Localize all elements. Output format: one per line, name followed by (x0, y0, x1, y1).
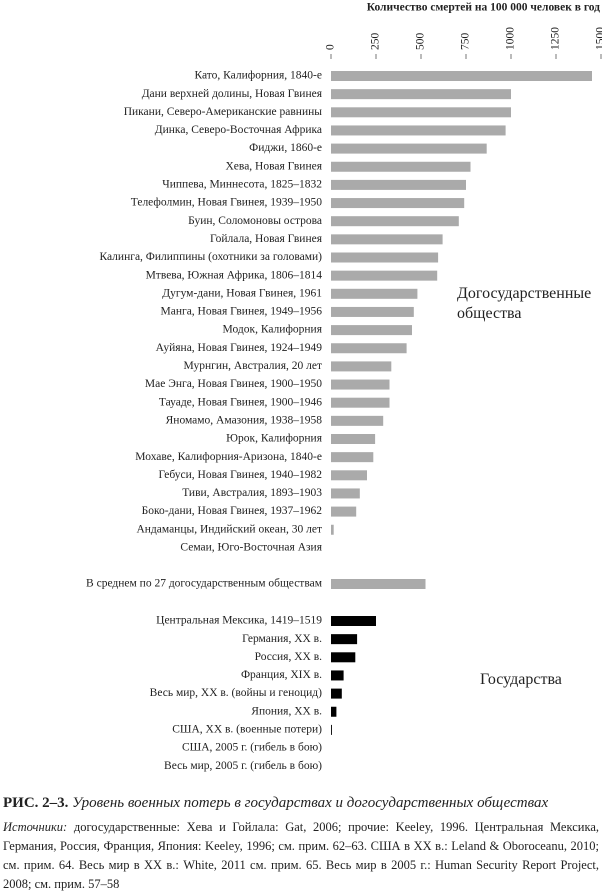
y-tick-label: Тауаде, Новая Гвинея, 1900–1946 (159, 396, 322, 408)
y-tick-label: Като, Калифорния, 1840-е (194, 70, 322, 82)
bar (331, 452, 374, 463)
bar (331, 343, 407, 354)
y-tick-label: Гебуси, Новая Гвинея, 1940–1982 (159, 469, 323, 481)
bar (331, 397, 390, 408)
y-tick-label: Центральная Мексика, 1419–1519 (156, 615, 322, 627)
y-tick-label: Германия, XX в. (242, 633, 322, 645)
bar (331, 688, 342, 699)
y-tick-label: В среднем по 27 догосударственным общест… (86, 578, 323, 590)
annotation: Государства (480, 671, 562, 688)
x-tick-label: 1250 (550, 27, 562, 50)
y-tick-label: Пикани, Северо-Американские равнины (124, 106, 323, 118)
y-tick-label: Боко-дани, Новая Гвинея, 1937–1962 (142, 505, 323, 517)
bar (331, 270, 438, 281)
y-tick-label: Япония, XX в. (251, 705, 322, 717)
bar (331, 325, 412, 336)
y-tick-label: Семаи, Юго-Восточная Азия (180, 542, 322, 554)
y-tick-label: Россия, XX в. (255, 651, 322, 663)
bar (331, 306, 414, 317)
bar (331, 71, 592, 81)
x-tick-label: 750 (460, 33, 472, 51)
y-tick-label: Тиви, Австралия, 1893–1903 (182, 487, 322, 499)
bar (331, 361, 392, 372)
y-tick-label: Дугум-дани, Новая Гвинея, 1961 (162, 287, 322, 299)
y-tick-label: США, 2005 г. (гибель в бою) (182, 742, 322, 754)
bar (331, 470, 367, 481)
x-tick-label: 1000 (505, 27, 517, 50)
bar (331, 434, 376, 444)
bar (331, 488, 360, 499)
x-tick-label: 250 (370, 33, 382, 51)
y-tick-label: Мурнгин, Австралия, 20 лет (184, 360, 322, 372)
sources-label: Источники: (3, 820, 68, 834)
figure-number: РИС. 2–3. (3, 795, 69, 811)
bar (331, 89, 511, 100)
y-tick-label: Динка, Северо-Восточная Африка (155, 124, 322, 136)
bar (331, 670, 344, 681)
y-tick-label: Мохаве, Калифорния-Аризона, 1840-е (135, 451, 322, 463)
y-tick-label: Мае Энга, Новая Гвинея, 1900–1950 (145, 378, 322, 390)
bar (331, 634, 358, 645)
bar (331, 415, 384, 426)
bar (331, 179, 466, 190)
bar (331, 234, 443, 245)
x-tick-label: 500 (415, 33, 427, 51)
y-tick-label: Фиджи, 1860-е (249, 142, 322, 154)
bar (331, 143, 487, 154)
sources: догосударственные: Хева и Гойлала: Gat, … (3, 820, 600, 891)
figure-title: Уровень военных потерь в государствах и … (72, 795, 549, 811)
y-tick-label: США, XX в. (военные потери) (172, 724, 322, 736)
bar (331, 288, 418, 299)
y-tick-label: Буин, Соломоновы острова (188, 215, 322, 227)
bar (331, 724, 332, 735)
caption: РИС. 2–3. Уровень военных потерь в госуд… (3, 795, 599, 894)
y-tick-label: Юрок, Калифорния (226, 433, 323, 445)
y-tick-label: Чиппева, Миннесота, 1825–1832 (162, 179, 322, 191)
y-tick-label: Модок, Калифорния (223, 324, 323, 336)
y-tick-label: Калинга, Филиппины (охотники за головами… (99, 251, 322, 263)
y-tick-label: Мтвева, Южная Африка, 1806–1814 (146, 269, 323, 281)
annotation: Догосударственные общества (457, 285, 592, 322)
chart: Количество смертей на 100 000 человек в … (86, 2, 602, 772)
bar (331, 107, 511, 118)
axis-title: Количество смертей на 100 000 человек в … (367, 2, 600, 14)
y-tick-label: Телефолмин, Новая Гвинея, 1939–1950 (131, 197, 322, 209)
bar (331, 161, 471, 172)
bar (331, 616, 376, 626)
x-tick-label: 1500 (595, 27, 602, 50)
y-tick-label: Весь мир, 2005 г. (гибель в бою) (164, 760, 322, 772)
bar (331, 216, 459, 227)
y-tick-label: Гойлала, Новая Гвинея (210, 233, 323, 245)
bar (331, 252, 439, 263)
bar (331, 652, 356, 663)
bar (331, 524, 334, 535)
y-tick-label: Андаманцы, Индийский океан, 30 лет (136, 523, 322, 535)
bar (331, 706, 337, 717)
bar (331, 579, 426, 589)
y-tick-label: Манга, Новая Гвинея, 1949–1956 (161, 306, 323, 318)
y-tick-label: Франция, XIX в. (241, 669, 322, 681)
x-tick-label: 0 (325, 44, 337, 50)
y-tick-label: Дани верхней долины, Новая Гвинея (142, 88, 323, 100)
bar (331, 198, 465, 209)
bar (331, 125, 506, 136)
y-tick-label: Хева, Новая Гвинея (226, 160, 323, 172)
y-tick-label: Ауйяна, Новая Гвинея, 1924–1949 (156, 342, 323, 354)
bar (331, 506, 357, 517)
y-tick-label: Весь мир, XX в. (войны и геноцид) (150, 687, 322, 699)
bar (331, 379, 390, 390)
y-tick-label: Яномамо, Амазония, 1938–1958 (166, 414, 323, 426)
